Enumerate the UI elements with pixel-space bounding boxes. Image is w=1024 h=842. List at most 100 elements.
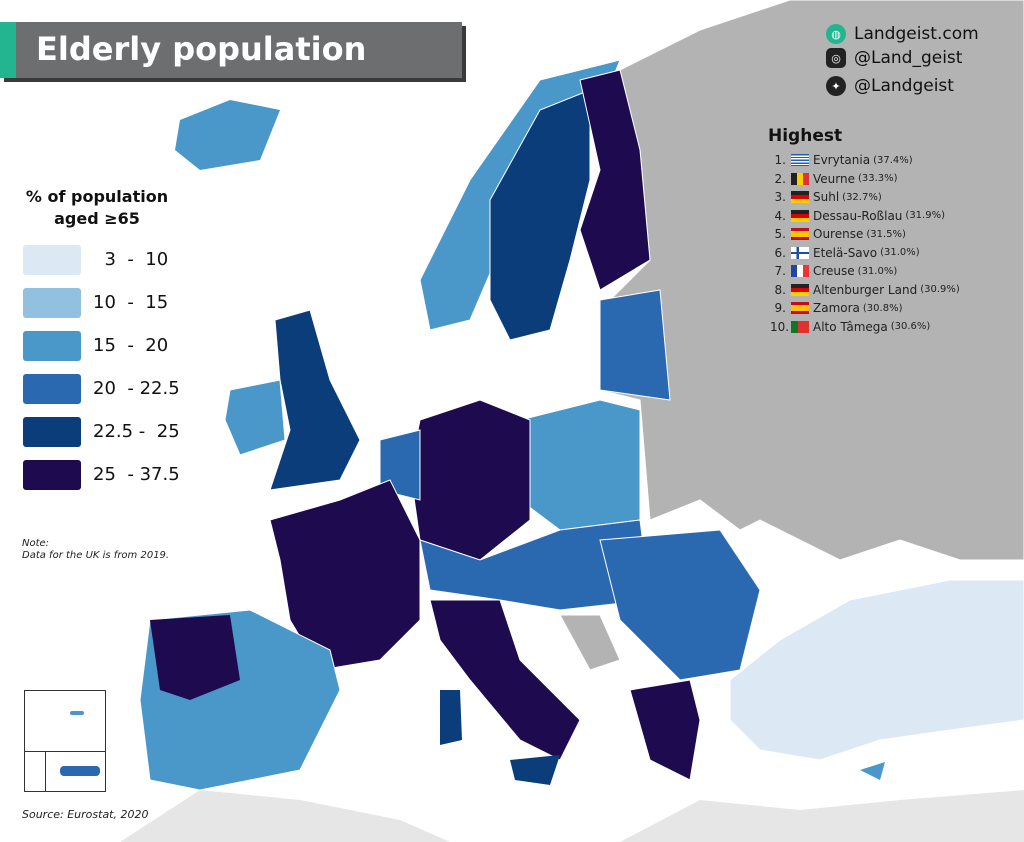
region-name: Dessau-Roßlau: [813, 208, 903, 223]
instagram-icon: ◎: [826, 48, 846, 68]
title-banner: Elderly population: [0, 22, 462, 78]
region-name: Ourense: [813, 227, 864, 241]
legend-item: 15 - 20: [23, 331, 203, 361]
germany-flag-icon: [791, 283, 809, 296]
note: Note: Data for the UK is from 2019.: [22, 538, 169, 562]
highest-item: 2. Veurne (33.3%): [770, 170, 898, 188]
rank: 7.: [774, 264, 786, 278]
legend-swatch: [23, 417, 81, 447]
note-heading: Note:: [22, 538, 50, 549]
portugal-flag-icon: [791, 320, 809, 333]
region-name: Evrytania: [813, 153, 871, 167]
twitter-icon: ✦: [826, 76, 846, 96]
region-greece: [629, 679, 701, 781]
social-label: @Landgeist: [854, 76, 954, 96]
region-value: (30.9%): [920, 284, 960, 295]
legend-item: 3 - 10: [23, 245, 203, 275]
highest-item: 10. Alto Tâmega (30.6%): [770, 318, 930, 336]
region-balkans-nodata: [559, 614, 621, 671]
social-instagram[interactable]: ◎ @Land_geist: [826, 48, 962, 68]
region-uk: [269, 309, 361, 491]
highest-title: Highest: [768, 126, 843, 146]
legend-label: 3 - 10: [93, 249, 169, 270]
legend-item: 22.5 - 25: [23, 417, 203, 447]
social-website[interactable]: ◍ Landgeist.com: [826, 24, 979, 44]
region-turkey: [729, 579, 1024, 761]
rank: 4.: [774, 208, 786, 223]
region-france: [269, 479, 421, 671]
legend-item: 25 - 37.5: [23, 460, 203, 490]
region-value: (30.6%): [890, 321, 931, 332]
legend-label: 20 - 22.5: [93, 378, 180, 399]
legend-label: 25 - 37.5: [93, 464, 180, 485]
region-romania-bulgaria: [599, 529, 761, 681]
legend-label: 10 - 15: [93, 292, 169, 313]
legend-swatch: [23, 245, 81, 275]
rank: 1.: [774, 153, 786, 167]
region-value: (32.7%): [842, 191, 882, 203]
region-name: Zamora: [813, 301, 860, 315]
region-sicily: [510, 755, 560, 785]
region-baltics: [599, 289, 671, 401]
legend-title: % of population aged ≥65: [22, 186, 172, 230]
region-finland: [579, 69, 651, 291]
legend-label: 15 - 20: [93, 335, 169, 356]
rank: 9.: [774, 301, 786, 315]
legend-item: 10 - 15: [23, 288, 203, 318]
region-name: Etelä-Savo: [813, 245, 878, 260]
region-sardinia: [440, 690, 462, 745]
title-accent: [0, 22, 16, 78]
legend-swatch: [23, 288, 81, 318]
legend-title-line1: % of population: [25, 187, 169, 206]
region-nw-spain-portugal: [150, 615, 240, 700]
highest-item: 5. Ourense (31.5%): [770, 225, 906, 243]
region-cyprus: [860, 762, 885, 780]
region-value: (30.8%): [862, 302, 903, 314]
region-name: Creuse: [813, 264, 855, 278]
region-name: Veurne: [813, 171, 855, 186]
social-label: @Land_geist: [854, 48, 963, 68]
rank: 10.: [770, 319, 790, 334]
legend-swatch: [23, 374, 81, 404]
social-label: Landgeist.com: [854, 24, 979, 44]
inset-map-islands: [24, 690, 106, 792]
region-value: (37.4%): [873, 154, 913, 166]
highest-item: 3. Suhl (32.7%): [770, 188, 882, 206]
region-russia-belarus-ukraine: [599, 0, 1024, 561]
rank: 2.: [774, 171, 786, 186]
rank: 8.: [774, 282, 786, 297]
region-name: Suhl: [813, 190, 840, 204]
france-flag-icon: [791, 265, 809, 277]
region-italy: [429, 599, 581, 761]
region-poland: [519, 399, 641, 531]
source: Source: Eurostat, 2020: [22, 808, 149, 821]
region-name: Altenburger Land: [813, 282, 918, 297]
highest-item: 7. Creuse (31.0%): [770, 262, 898, 280]
social-twitter[interactable]: ✦ @Landgeist: [826, 76, 954, 96]
rank: 5.: [774, 227, 786, 241]
highest-item: 1. Evrytania (37.4%): [770, 151, 913, 169]
highest-item: 4. Dessau-Roßlau (31.9%): [770, 207, 945, 225]
spain-flag-icon: [791, 302, 809, 314]
legend-title-line2: aged ≥65: [54, 209, 140, 228]
region-iceland: [175, 100, 280, 170]
region-germany: [409, 399, 531, 561]
region-value: (31.5%): [866, 228, 906, 240]
region-value: (31.0%): [880, 247, 920, 258]
germany-flag-icon: [791, 209, 809, 222]
map-title: Elderly population: [36, 30, 367, 68]
spain-flag-icon: [791, 228, 809, 240]
region-value: (31.9%): [905, 210, 945, 221]
highest-item: 8. Altenburger Land (30.9%): [770, 281, 960, 299]
legend-item: 20 - 22.5: [23, 374, 203, 404]
highest-item: 9. Zamora (30.8%): [770, 299, 903, 317]
note-text: Data for the UK is from 2019.: [22, 550, 170, 561]
region-value: (33.3%): [857, 173, 898, 184]
region-ireland: [224, 379, 286, 456]
legend-swatch: [23, 331, 81, 361]
region-value: (31.0%): [857, 265, 898, 277]
germany-flag-icon: [791, 191, 809, 203]
region-name: Alto Tâmega: [813, 319, 888, 334]
legend-swatch: [23, 460, 81, 490]
